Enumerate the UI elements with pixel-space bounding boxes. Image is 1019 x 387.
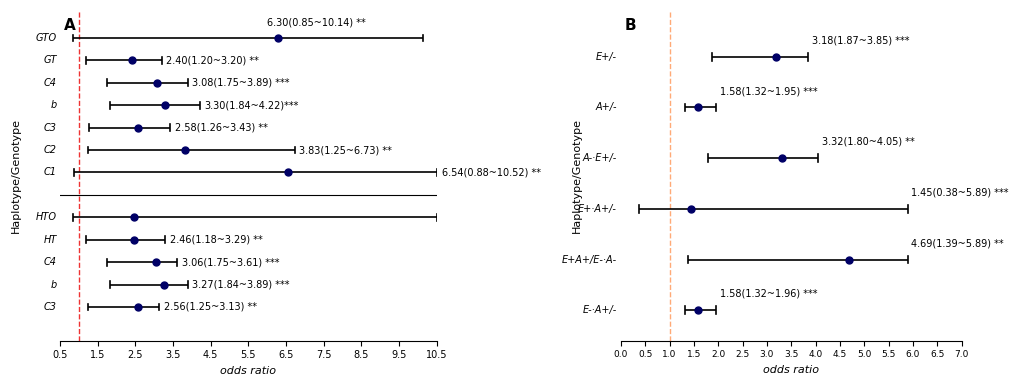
X-axis label: odds ratio: odds ratio	[762, 365, 818, 375]
Text: 2.40(1.20~3.20) **: 2.40(1.20~3.20) **	[166, 55, 259, 65]
Text: A: A	[64, 18, 75, 33]
Text: 3.83(1.25~6.73) **: 3.83(1.25~6.73) **	[299, 145, 391, 155]
Text: E-·A+/-: E-·A+/-	[582, 305, 616, 315]
Text: C3: C3	[44, 302, 57, 312]
Text: C4: C4	[44, 257, 57, 267]
Text: C3: C3	[44, 123, 57, 133]
Text: 1.58(1.32~1.95) ***: 1.58(1.32~1.95) ***	[719, 86, 816, 96]
Text: B: B	[624, 18, 635, 33]
Text: 3.08(1.75~3.89) ***: 3.08(1.75~3.89) ***	[192, 78, 289, 88]
Text: 6.54(0.88~10.52) **: 6.54(0.88~10.52) **	[441, 168, 540, 178]
Text: 3.30(1.84~4.22)***: 3.30(1.84~4.22)***	[205, 100, 299, 110]
Text: E+/-: E+/-	[595, 52, 616, 62]
Text: 2.56(1.25~3.13) **: 2.56(1.25~3.13) **	[163, 302, 257, 312]
Text: 4.69(1.39~5.89) **: 4.69(1.39~5.89) **	[911, 238, 1003, 248]
X-axis label: odds ratio: odds ratio	[220, 366, 276, 376]
Text: 2.46(1.18~3.29) **: 2.46(1.18~3.29) **	[169, 235, 262, 245]
Text: C2: C2	[44, 145, 57, 155]
Text: 2.58(1.26~3.43) **: 2.58(1.26~3.43) **	[174, 123, 268, 133]
Text: C1: C1	[44, 168, 57, 178]
Text: E+A+/E-·A-: E+A+/E-·A-	[561, 255, 616, 264]
Text: 3.18(1.87~3.85) ***: 3.18(1.87~3.85) ***	[811, 35, 909, 45]
Text: 1.45(0.38~5.89) ***: 1.45(0.38~5.89) ***	[911, 187, 1008, 197]
Text: b: b	[51, 100, 57, 110]
Text: GTO: GTO	[36, 33, 57, 43]
Text: A+/-: A+/-	[595, 103, 616, 113]
Y-axis label: Haplotype/Genotype: Haplotype/Genotype	[11, 118, 21, 233]
Text: 3.32(1.80~4.05) **: 3.32(1.80~4.05) **	[821, 137, 914, 147]
Text: 3.27(1.84~3.89) ***: 3.27(1.84~3.89) ***	[192, 279, 289, 289]
Y-axis label: Haplotype/Genotype: Haplotype/Genotype	[572, 118, 582, 233]
Text: HTO: HTO	[36, 212, 57, 222]
Text: GT: GT	[44, 55, 57, 65]
Text: 3.06(1.75~3.61) ***: 3.06(1.75~3.61) ***	[181, 257, 279, 267]
Text: 1.58(1.32~1.96) ***: 1.58(1.32~1.96) ***	[719, 289, 817, 299]
Text: 6.30(0.85~10.14) **: 6.30(0.85~10.14) **	[267, 18, 366, 28]
Text: HT: HT	[44, 235, 57, 245]
Text: b: b	[51, 279, 57, 289]
Text: E+·A+/-: E+·A+/-	[578, 204, 616, 214]
Text: C4: C4	[44, 78, 57, 88]
Text: A-·E+/-: A-·E+/-	[582, 153, 616, 163]
